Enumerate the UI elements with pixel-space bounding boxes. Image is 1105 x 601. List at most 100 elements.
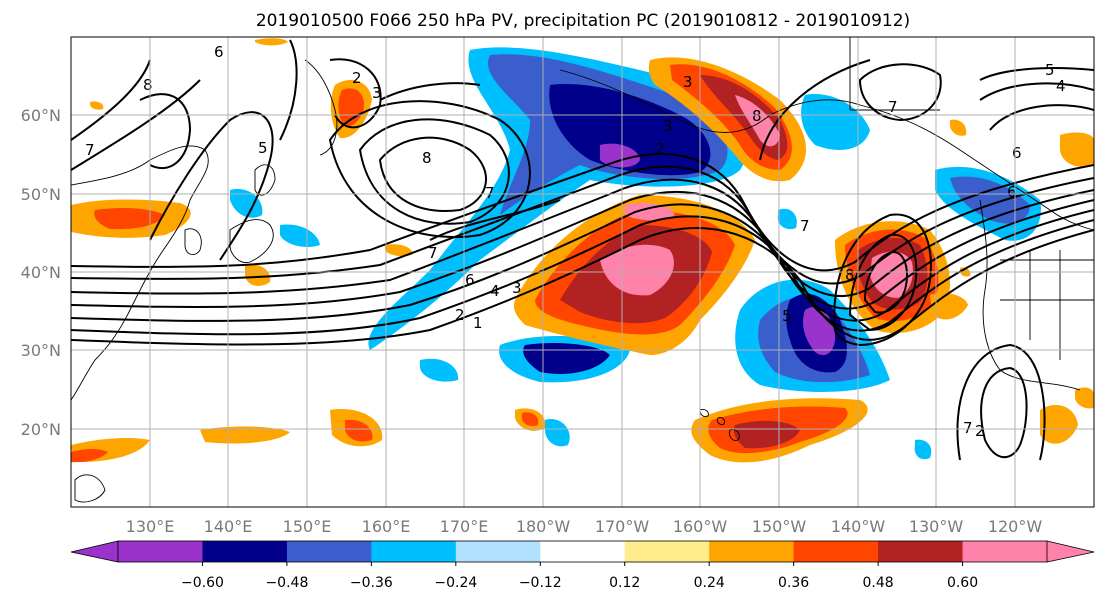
pos-anomaly-small-h bbox=[1075, 387, 1094, 409]
pv-label: 3 bbox=[512, 279, 522, 297]
pv-label: 8 bbox=[143, 76, 153, 94]
pos-anomaly-small-j bbox=[90, 101, 104, 110]
pv-low-japan bbox=[139, 93, 192, 170]
colorbar-extend-left bbox=[70, 540, 119, 563]
neg-anomaly-gulf-alaska bbox=[801, 94, 870, 150]
gridlines bbox=[71, 37, 1094, 507]
colorbar-tick-label: 0.48 bbox=[863, 575, 894, 591]
colorbar-tick-label: 0.36 bbox=[778, 575, 809, 591]
pv-label: 2 bbox=[655, 140, 665, 158]
colorbar-tick-label: −0.60 bbox=[181, 575, 224, 591]
pv-contour-7 bbox=[71, 153, 1094, 272]
pv-label: 3 bbox=[663, 117, 673, 135]
pos-anomaly-small-g bbox=[1040, 405, 1078, 444]
pv-contour-3 bbox=[71, 203, 1094, 322]
colorbar-tick-label: −0.24 bbox=[434, 575, 477, 591]
pv-north-2 bbox=[71, 79, 201, 171]
neg-anomaly-north-pacific-core bbox=[549, 84, 711, 176]
pv-label: 5 bbox=[782, 307, 792, 325]
colorbar-segment bbox=[371, 541, 457, 562]
coastline-korea bbox=[184, 228, 202, 256]
colorbar-segment bbox=[118, 541, 203, 562]
pv-label: 7 bbox=[428, 244, 438, 262]
pv-label: 5 bbox=[258, 139, 268, 157]
colorbar-segment bbox=[709, 541, 795, 562]
pos-anomaly-sw-1-mid bbox=[345, 419, 373, 442]
lon-tick-label: 130°E bbox=[126, 517, 175, 536]
colorbar-segment bbox=[793, 541, 879, 562]
pos-anomaly-hawaii-core bbox=[733, 420, 800, 449]
pv-north-4 bbox=[279, 39, 298, 141]
neg-anomaly-north-pacific-peak bbox=[600, 143, 640, 168]
pv-ridge-1 bbox=[429, 199, 561, 241]
pos-anomaly-small-c bbox=[385, 244, 413, 257]
coastline-nw-america bbox=[979, 199, 1081, 391]
lat-tick-label: 60°N bbox=[21, 106, 61, 125]
neg-anomaly-small-3 bbox=[914, 439, 932, 460]
pos-anomaly-sw-2 bbox=[200, 426, 290, 444]
colorbar-frame bbox=[117, 540, 1048, 563]
colorbar-segment bbox=[962, 541, 1048, 562]
lon-tick-label: 180°W bbox=[516, 517, 571, 536]
colorbar: −0.60 −0.48 −0.36 −0.24 −0.12 0.12 0.24 0.36 0.4… bbox=[70, 540, 1095, 591]
neg-anomaly-subtropical-core bbox=[523, 343, 610, 375]
coastline-japan bbox=[229, 219, 274, 263]
pv-label: 1 bbox=[473, 314, 483, 332]
colorbar-segment bbox=[286, 541, 372, 562]
pv-label: 2 bbox=[455, 306, 465, 324]
chart-title: 2019010500 F066 250 hPa PV, precipitatio… bbox=[256, 11, 910, 31]
colorbar-segment bbox=[624, 541, 710, 562]
neg-anomaly-japan-2 bbox=[280, 224, 320, 247]
pv-label: 4 bbox=[1056, 77, 1066, 95]
lat-tick-label: 40°N bbox=[21, 263, 61, 282]
pv-sw-loop-2 bbox=[956, 343, 1046, 461]
lat-tick-label: 30°N bbox=[21, 341, 61, 360]
pv-label: 7 bbox=[888, 98, 898, 116]
pv-label: 3 bbox=[683, 73, 693, 91]
pv-label: 6 bbox=[1007, 183, 1017, 201]
pos-anomaly-sw-3-mid bbox=[71, 449, 108, 463]
lat-tick-labels: 60°N 50°N 40°N 30°N 20°N bbox=[21, 106, 61, 439]
pos-anomaly-small-i bbox=[255, 38, 288, 46]
neg-anomaly-small-4 bbox=[777, 208, 797, 230]
pos-anomaly-small-a-mid bbox=[522, 412, 539, 427]
pv-label: 7 bbox=[800, 217, 810, 235]
pv-label: 7 bbox=[963, 419, 973, 437]
pv-alaska-2 bbox=[759, 59, 871, 161]
pv-label: 8 bbox=[845, 266, 855, 284]
colorbar-tick-label: −0.36 bbox=[350, 575, 393, 591]
pv-alaska-5 bbox=[989, 104, 1094, 131]
lon-tick-label: 150°E bbox=[283, 517, 332, 536]
pv-label: 2 bbox=[975, 422, 985, 440]
pv-alaska-4 bbox=[979, 82, 1094, 101]
pv-label: 8 bbox=[752, 107, 762, 125]
map-panel: 6 8 7 5 2 3 8 7 7 6 4 3 2 1 3 3 2 8 5 7 bbox=[70, 36, 1095, 508]
hawaii-islands bbox=[699, 409, 740, 441]
colorbar-tick-label: 0.24 bbox=[694, 575, 725, 591]
coastline-kamchatka bbox=[304, 59, 338, 156]
pv-low-center-2 bbox=[358, 118, 510, 225]
pv-north-1 bbox=[71, 59, 151, 141]
colorbar-extend-right bbox=[1046, 540, 1095, 563]
pv-label: 8 bbox=[422, 149, 432, 167]
colorbar-segment bbox=[878, 541, 964, 562]
pv-contour-4 bbox=[71, 190, 1094, 310]
pos-anomaly-small-b bbox=[245, 264, 271, 286]
pv-loop-east-2 bbox=[848, 233, 918, 332]
colorbar-ticks: −0.60 −0.48 −0.36 −0.24 −0.12 0.12 0.24 0.36 0.4… bbox=[181, 562, 978, 591]
coastline-alaska bbox=[559, 69, 1094, 231]
pv-contours bbox=[71, 39, 1094, 461]
pv-alaska-1 bbox=[858, 63, 942, 122]
colorbar-tick-label: −0.48 bbox=[265, 575, 308, 591]
pv-contour-6 bbox=[71, 165, 1094, 285]
lon-tick-label: 140°W bbox=[831, 517, 886, 536]
pv-low-bering bbox=[329, 58, 382, 129]
colorbar-tick-label: −0.12 bbox=[519, 575, 562, 591]
neg-anomaly-japan bbox=[230, 189, 263, 218]
pv-label: 6 bbox=[1012, 144, 1022, 162]
pos-anomaly-small-d bbox=[950, 119, 967, 136]
colorbar-tick-label: 0.12 bbox=[609, 575, 640, 591]
pv-north-3 bbox=[149, 111, 274, 261]
pv-label: 7 bbox=[85, 141, 95, 159]
